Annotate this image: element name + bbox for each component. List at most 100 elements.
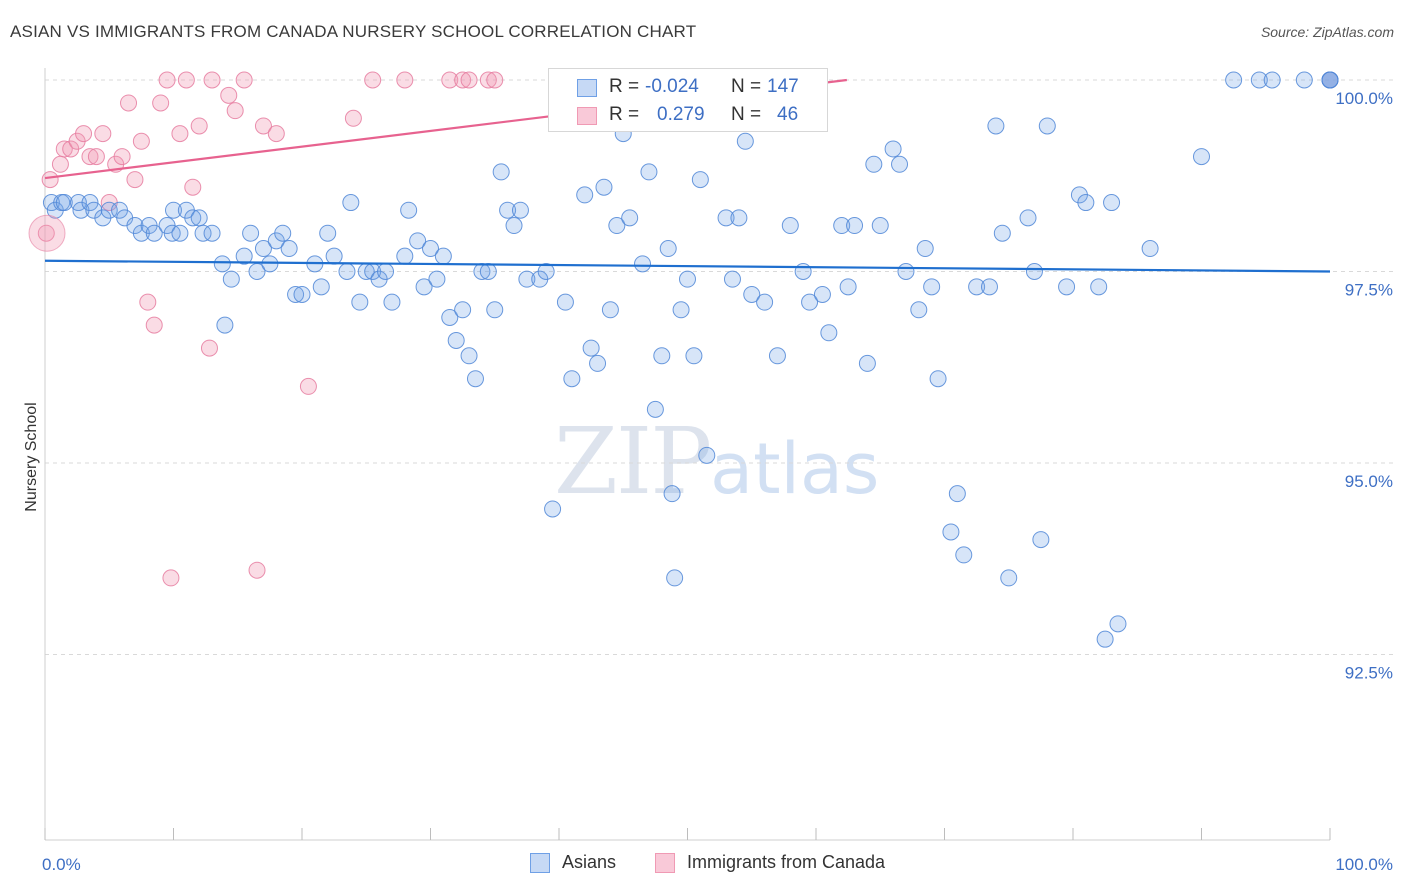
asians-point bbox=[736, 132, 754, 150]
canada-point bbox=[203, 71, 221, 89]
asians-point bbox=[993, 224, 1011, 242]
stats-legend: R = -0.024 N = 147 R = 0.279 N = 46 bbox=[548, 68, 828, 132]
asians-point bbox=[242, 224, 260, 242]
asians-point bbox=[194, 224, 212, 242]
asians-point bbox=[1225, 71, 1243, 89]
asians-point bbox=[383, 293, 401, 311]
asians-point bbox=[884, 140, 902, 158]
canada-point bbox=[152, 94, 170, 112]
asians-point bbox=[781, 217, 799, 235]
asians-point bbox=[865, 155, 883, 173]
asians-point bbox=[216, 316, 234, 334]
canada-point bbox=[145, 316, 163, 334]
y-tick-label: 92.5% bbox=[1345, 664, 1393, 683]
asians-point bbox=[743, 285, 761, 303]
asians-point bbox=[663, 485, 681, 503]
asians-point bbox=[1025, 263, 1043, 280]
asians-point bbox=[608, 217, 626, 235]
watermark-atlas: atlas bbox=[710, 428, 880, 510]
canada-point bbox=[55, 140, 73, 158]
canada-point bbox=[158, 71, 176, 89]
asians-point bbox=[447, 331, 465, 349]
asians-point bbox=[537, 263, 555, 280]
asians-point bbox=[499, 201, 517, 219]
asians-point bbox=[833, 217, 851, 235]
asians-point bbox=[1295, 71, 1313, 89]
asians-point bbox=[1038, 117, 1056, 135]
canada-point bbox=[41, 171, 59, 189]
asians-point bbox=[544, 500, 562, 518]
canada-point bbox=[87, 148, 105, 166]
asians-point bbox=[351, 293, 369, 311]
canada-point bbox=[120, 94, 138, 112]
r-value: -0.024 bbox=[645, 76, 699, 97]
canada-point bbox=[364, 71, 382, 89]
canada-point bbox=[37, 224, 55, 242]
asians-point bbox=[466, 370, 484, 388]
asians-point bbox=[428, 270, 446, 288]
x-tick-label: 0.0% bbox=[42, 855, 81, 874]
asians-point bbox=[312, 278, 330, 296]
watermark: ZIPatlas bbox=[554, 408, 879, 515]
asians-point bbox=[222, 270, 240, 288]
asians-point bbox=[184, 209, 202, 227]
asians-point bbox=[621, 209, 639, 227]
asians-point bbox=[1090, 278, 1108, 296]
asians-point bbox=[415, 278, 433, 296]
asians-point bbox=[980, 278, 998, 296]
canada-swatch bbox=[577, 107, 597, 125]
asians-point bbox=[666, 569, 684, 587]
canada-point bbox=[162, 569, 180, 587]
asians-point bbox=[1321, 71, 1339, 89]
asians-point bbox=[280, 240, 298, 258]
stats-row-canada: R = 0.279 N = 46 bbox=[549, 101, 827, 129]
asians-point bbox=[460, 347, 478, 365]
asians-point bbox=[293, 285, 311, 303]
asians-point bbox=[846, 217, 864, 235]
asians-point bbox=[839, 278, 857, 296]
asians-point bbox=[813, 285, 831, 303]
canada-point bbox=[299, 377, 317, 395]
canada-point bbox=[177, 71, 195, 89]
asians-point bbox=[203, 224, 221, 242]
asians-point bbox=[730, 209, 748, 227]
asians-point bbox=[1077, 194, 1095, 212]
asians-point bbox=[486, 301, 504, 319]
canada-point bbox=[113, 148, 131, 166]
asians-point bbox=[691, 171, 709, 189]
asians-point bbox=[910, 301, 928, 319]
asians-point bbox=[794, 263, 812, 280]
asians-point bbox=[1193, 148, 1210, 166]
asians-point bbox=[254, 240, 272, 258]
canada-point bbox=[441, 71, 459, 89]
asians-point bbox=[601, 301, 619, 319]
y-tick-label: 97.5% bbox=[1345, 281, 1393, 300]
asians-point bbox=[589, 354, 607, 372]
asians-point bbox=[801, 293, 819, 311]
asians-point bbox=[55, 194, 73, 212]
asians-point bbox=[942, 523, 960, 541]
asians-point bbox=[454, 301, 472, 319]
asians-point bbox=[1263, 71, 1281, 89]
asians-point bbox=[858, 354, 876, 372]
asians-point bbox=[396, 247, 414, 265]
asians-point bbox=[576, 186, 594, 204]
asians-point bbox=[287, 285, 305, 303]
asians-point bbox=[672, 301, 690, 319]
canada-point bbox=[81, 148, 99, 166]
source-credit: Source: ZipAtlas.com bbox=[1260, 24, 1394, 40]
asians-point bbox=[171, 224, 189, 242]
asians-point bbox=[595, 178, 613, 196]
asians-point bbox=[968, 278, 986, 296]
asians-point bbox=[646, 400, 664, 418]
canada-point bbox=[200, 339, 218, 357]
asians-point bbox=[923, 278, 941, 296]
asians-point bbox=[891, 155, 909, 173]
asians-point bbox=[659, 240, 677, 258]
asians-point bbox=[400, 201, 418, 219]
asians-point bbox=[948, 485, 966, 503]
asians-point bbox=[1103, 194, 1121, 212]
asians-point bbox=[698, 446, 716, 464]
canada-point bbox=[139, 293, 157, 311]
canada-point bbox=[132, 132, 150, 150]
